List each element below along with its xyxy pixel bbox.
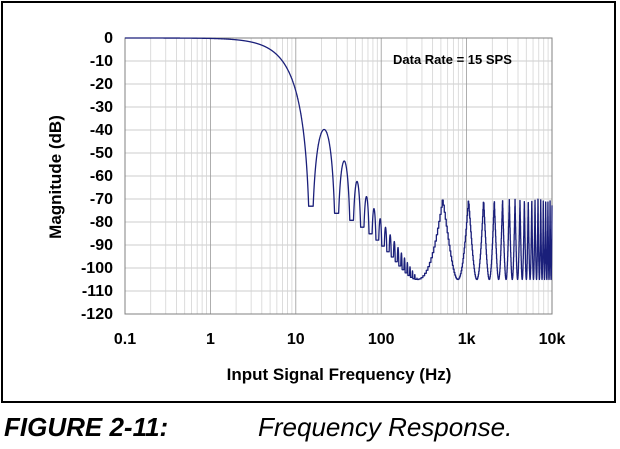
y-tick-label: -120 bbox=[81, 306, 113, 323]
x-tick-label: 1 bbox=[206, 331, 215, 348]
y-tick-label: -40 bbox=[90, 122, 113, 139]
y-tick-label: -110 bbox=[82, 283, 113, 300]
y-tick-label: -90 bbox=[90, 237, 113, 254]
y-tick-label: -20 bbox=[90, 76, 113, 93]
x-axis-title: Input Signal Frequency (Hz) bbox=[227, 365, 452, 384]
magnitude-response-line bbox=[124, 37, 553, 281]
y-tick-label: -80 bbox=[90, 214, 113, 231]
x-tick-label: 100 bbox=[368, 331, 395, 348]
data-rate-annotation: Data Rate = 15 SPS bbox=[393, 52, 512, 67]
y-tick-label: -50 bbox=[90, 145, 113, 162]
x-tick-label: 0.1 bbox=[114, 331, 136, 348]
y-tick-label: -100 bbox=[81, 260, 113, 277]
figure-caption: FIGURE 2-11: Frequency Response. bbox=[4, 410, 614, 444]
y-axis-title: Magnitude (dB) bbox=[46, 115, 65, 239]
x-tick-label: 1k bbox=[458, 331, 476, 348]
y-tick-label: -70 bbox=[90, 191, 113, 208]
plot-area bbox=[124, 37, 553, 315]
chart-frame: 0 -10 -20 -30 -40 -50 -60 -70 -80 -90 -100 -110 -120… bbox=[1, 1, 616, 403]
y-tick-label: 0 bbox=[104, 30, 113, 47]
x-tick-label: 10 bbox=[287, 331, 305, 348]
y-tick-label: -10 bbox=[90, 53, 113, 70]
x-axis-ticks: 0.1 1 10 100 1k 10k bbox=[114, 331, 566, 348]
figure-number: FIGURE 2-11: bbox=[4, 412, 169, 442]
y-tick-label: -30 bbox=[90, 99, 113, 116]
y-tick-label: -60 bbox=[90, 168, 113, 185]
figure-title: Frequency Response. bbox=[258, 412, 513, 442]
y-axis-ticks: 0 -10 -20 -30 -40 -50 -60 -70 -80 -90 -100 -110 -120 bbox=[81, 30, 113, 323]
x-tick-label: 10k bbox=[539, 331, 566, 348]
frequency-response-chart: 0 -10 -20 -30 -40 -50 -60 -70 -80 -90 -100 -110 -120… bbox=[46, 30, 566, 384]
